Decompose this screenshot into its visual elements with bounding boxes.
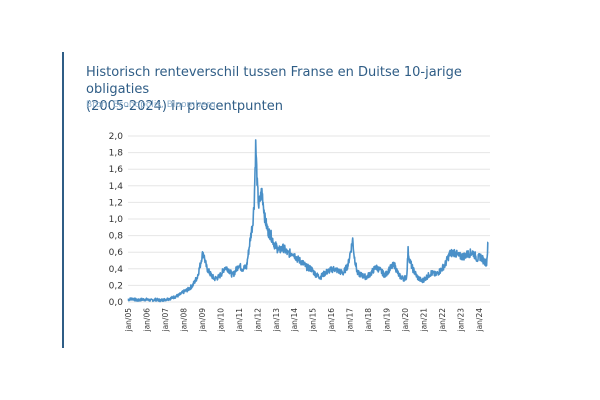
x-tick-label: jan/06 xyxy=(142,308,151,333)
series-layer xyxy=(127,139,489,303)
series-line xyxy=(127,139,489,303)
y-tick-label: 0,4 xyxy=(109,265,124,275)
x-tick-label: jan/07 xyxy=(161,308,170,333)
x-tick-label: jan/21 xyxy=(420,308,429,333)
x-tick-label: jan/05 xyxy=(124,308,133,333)
y-tick-label: 1,8 xyxy=(109,149,124,159)
x-tick-label: jan/10 xyxy=(216,308,225,333)
y-tick-label: 0,6 xyxy=(109,248,124,258)
x-axis-ticks: jan/05 jan/06 jan/07 jan/08 jan/09 jan/10 jan/… xyxy=(124,308,484,333)
x-tick-label: jan/22 xyxy=(438,308,447,333)
y-axis-ticks: 0,0 0,2 0,4 0,6 0,8 1,0 1,2 1,4 1,6 1,8 2,0 xyxy=(109,132,124,308)
y-tick-label: 1,4 xyxy=(109,182,124,192)
x-tick-label: jan/11 xyxy=(235,308,244,333)
chart-title: Historisch renteverschil tussen Franse e… xyxy=(86,64,526,115)
x-tick-label: jan/12 xyxy=(253,308,262,333)
accent-bar xyxy=(62,52,64,348)
x-tick-label: jan/18 xyxy=(364,308,373,333)
y-tick-label: 0,0 xyxy=(109,298,124,308)
x-tick-label: jan/08 xyxy=(179,308,188,333)
y-tick-label: 2,0 xyxy=(109,132,124,142)
x-tick-label: jan/15 xyxy=(309,308,318,333)
chart-source: Bron: Econopolis, Bloomberg xyxy=(86,100,216,110)
x-tick-label: jan/24 xyxy=(475,308,484,333)
x-tick-label: jan/23 xyxy=(456,308,465,333)
x-tick-label: jan/17 xyxy=(346,308,355,333)
x-tick-label: jan/20 xyxy=(401,308,410,333)
y-tick-label: 1,0 xyxy=(109,215,124,225)
gridlines xyxy=(128,135,490,303)
x-tick-label: jan/09 xyxy=(198,308,207,333)
y-tick-label: 1,6 xyxy=(109,165,124,175)
chart-title-line2: (2005-2024) in procentpunten xyxy=(86,99,283,114)
y-tick-label: 0,2 xyxy=(109,281,123,291)
y-tick-label: 0,8 xyxy=(109,232,124,242)
y-tick-label: 1,2 xyxy=(109,198,123,208)
x-tick-label: jan/19 xyxy=(383,308,392,333)
x-tick-label: jan/13 xyxy=(272,308,281,333)
chart-title-line1: Historisch renteverschil tussen Franse e… xyxy=(86,65,462,97)
x-tick-label: jan/14 xyxy=(290,308,299,333)
x-tick-label: jan/16 xyxy=(327,308,336,333)
